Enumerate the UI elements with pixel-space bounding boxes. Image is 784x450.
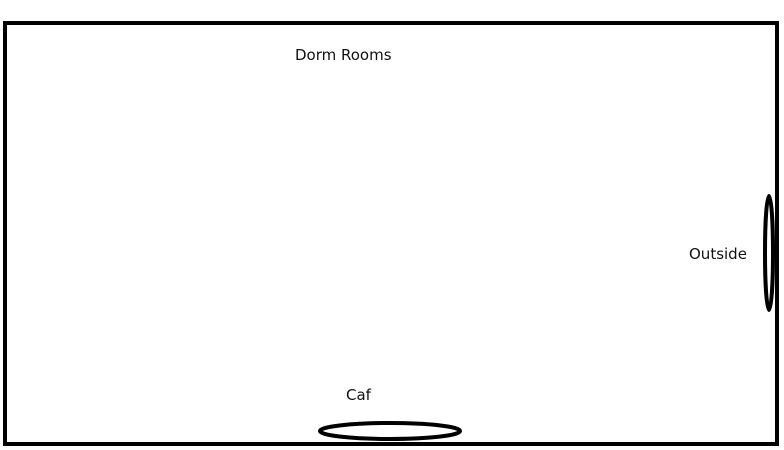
building-outline — [3, 21, 779, 446]
caf-label: Caf — [346, 386, 371, 404]
dorm-rooms-label: Dorm Rooms — [295, 46, 392, 64]
caf-door-marker — [318, 421, 462, 441]
outside-door-marker — [763, 194, 775, 312]
outside-label: Outside — [689, 245, 747, 263]
